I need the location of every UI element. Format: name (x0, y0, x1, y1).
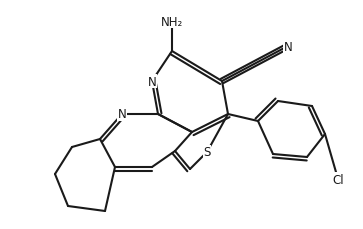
Text: S: S (203, 146, 211, 159)
Text: N: N (284, 40, 292, 53)
Text: N: N (118, 108, 126, 121)
Text: Cl: Cl (332, 173, 344, 186)
Text: NH₂: NH₂ (161, 15, 183, 28)
Text: N: N (148, 75, 156, 88)
